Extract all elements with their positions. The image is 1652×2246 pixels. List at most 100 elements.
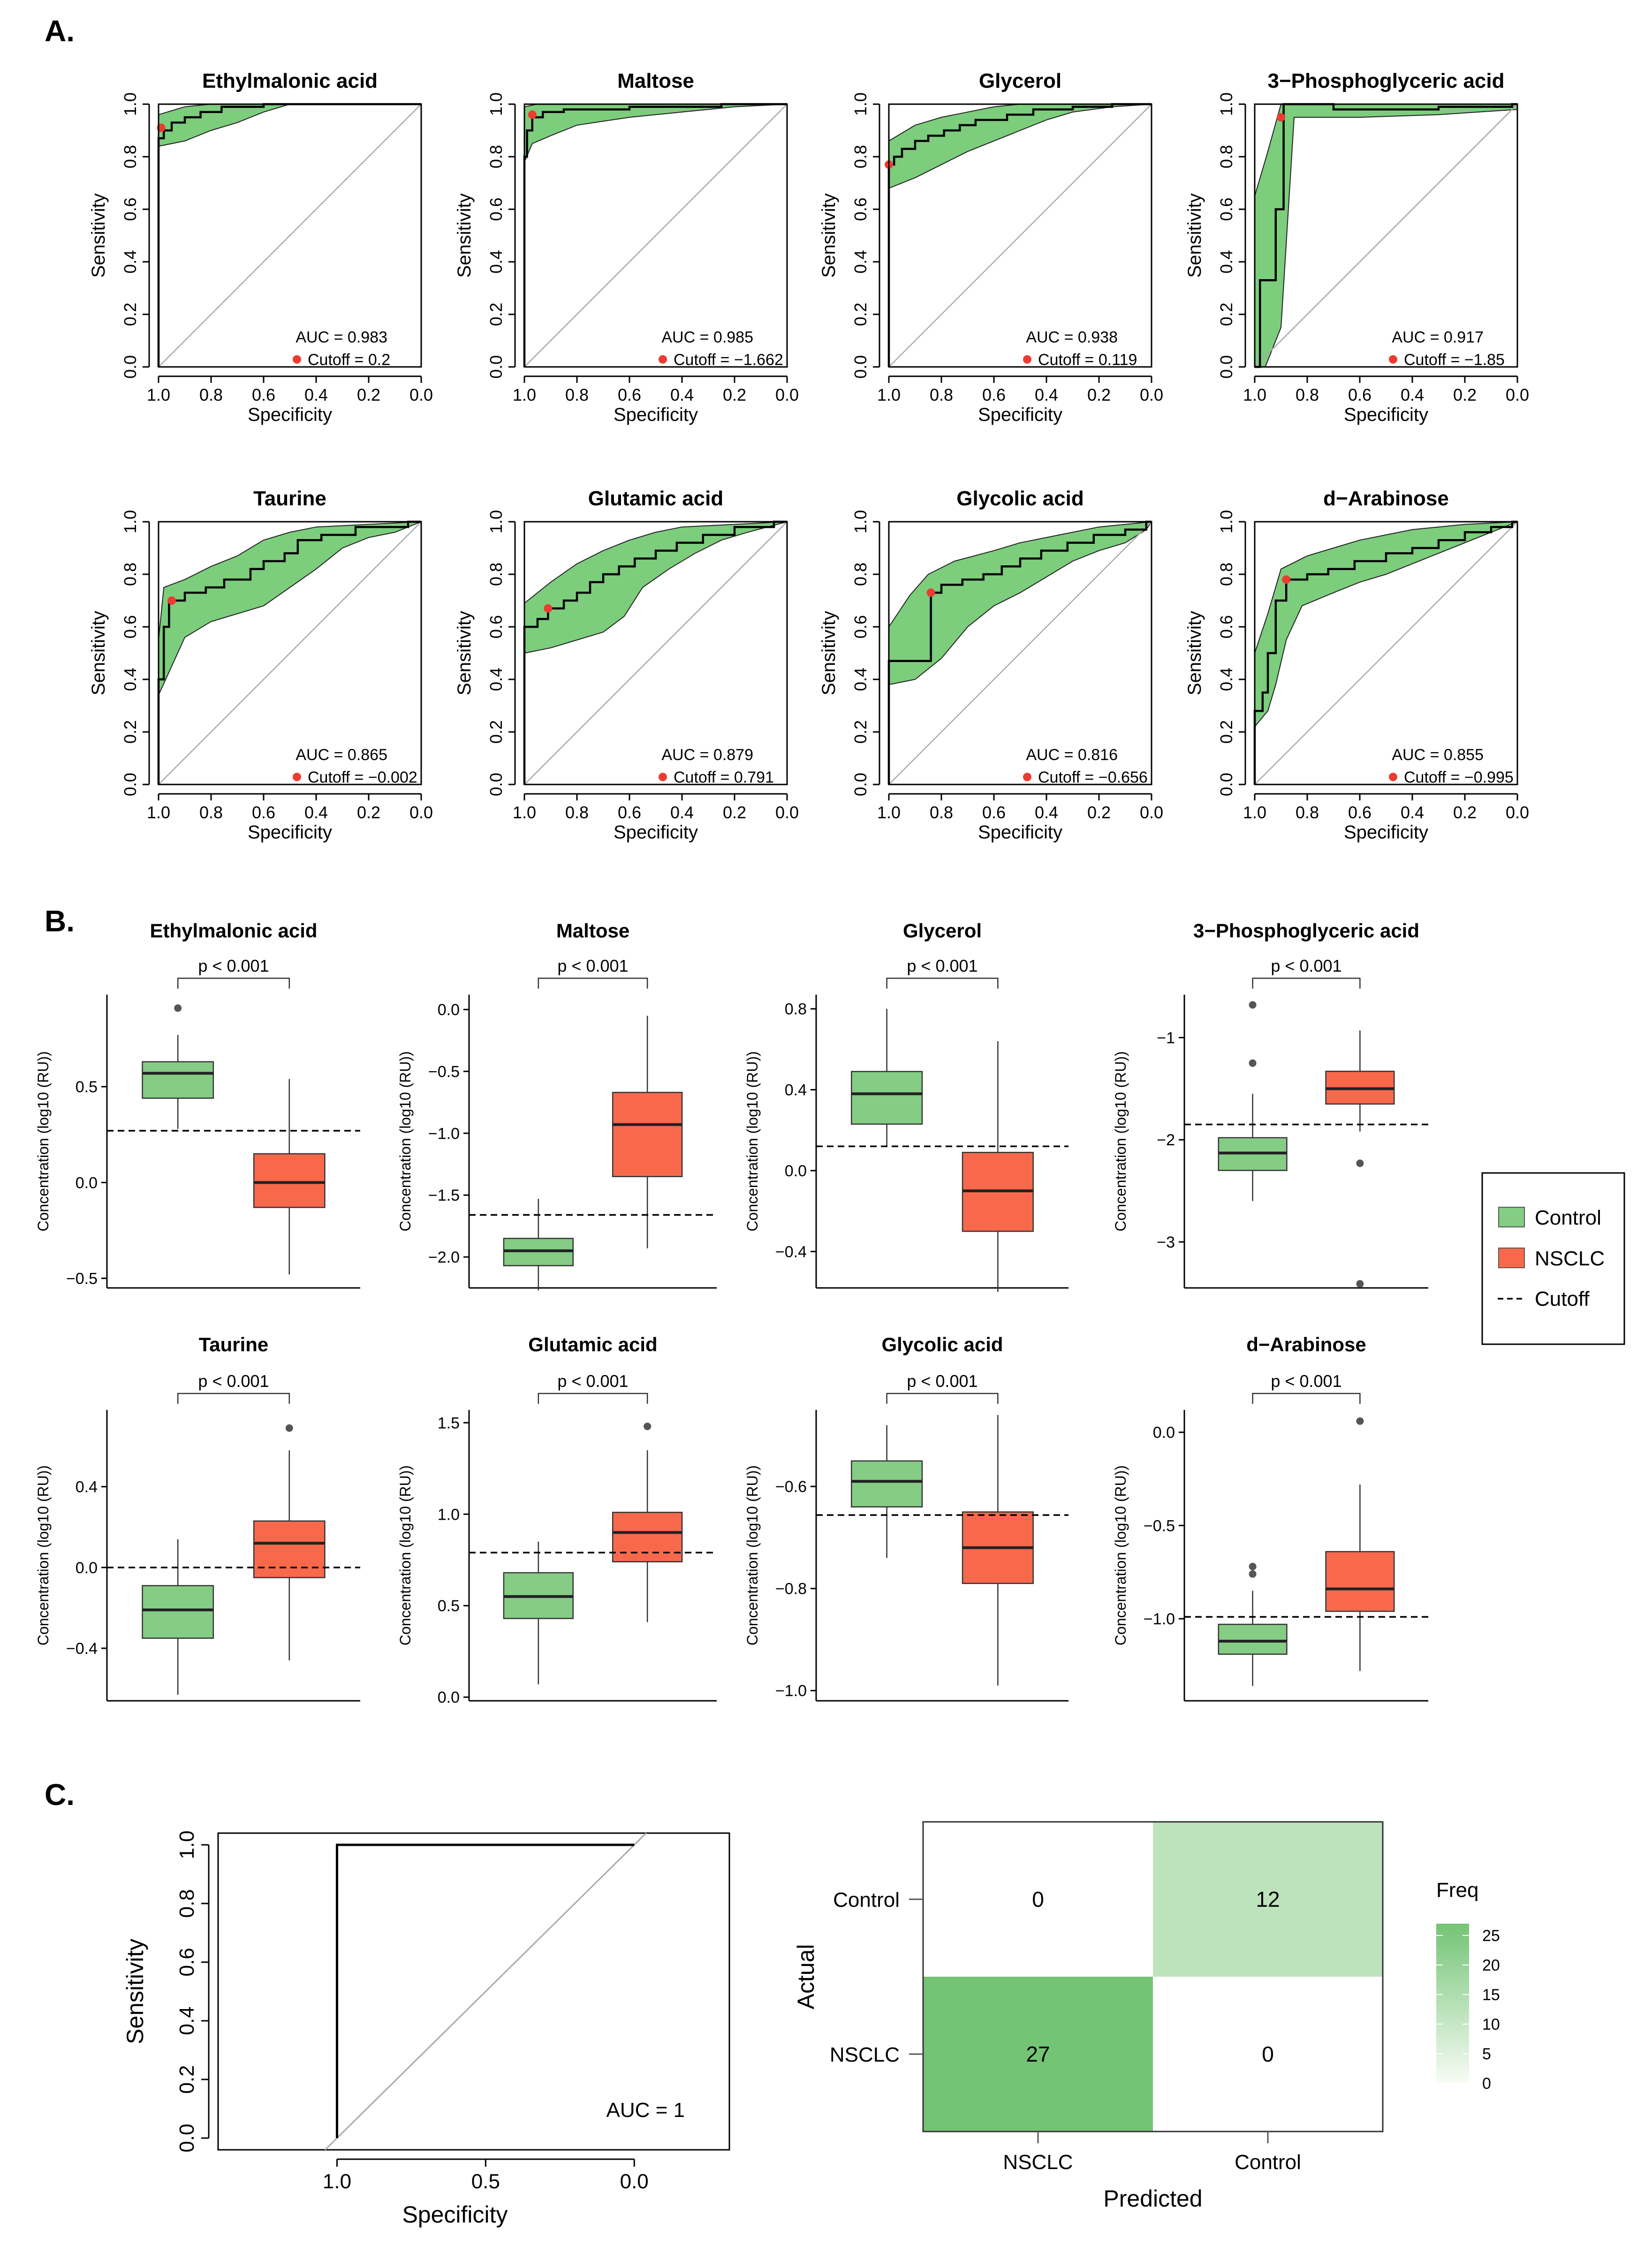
roc-curve (1253, 520, 1517, 784)
cutoff-label: Cutoff = −1.85 (1404, 351, 1505, 369)
cutoff-legend-dot (293, 773, 301, 781)
y-tick-label: 0.0 (121, 773, 140, 796)
boxplot-panel: Glutamic acid p < 0.001 0.0 0.5 1.0 1.5 Concen… (397, 1333, 717, 1706)
roc-curve (157, 103, 421, 367)
y-tick-label: −1.5 (428, 1187, 460, 1204)
legend-frame (1481, 1172, 1625, 1345)
x-tick-label: 0.2 (357, 385, 380, 404)
x-tick-label: 0.2 (1087, 803, 1111, 822)
y-tick-label: 0.8 (486, 563, 506, 586)
p-value-label: p < 0.001 (1271, 1371, 1341, 1391)
x-axis-title: Specificity (614, 822, 698, 843)
boxplot-panel: 3−Phosphoglyceric acid p < 0.001 −3 −2 −1 Con… (1112, 920, 1428, 1289)
y-tick-label: 1.0 (121, 510, 140, 533)
colorbar-title: Freq (1436, 1879, 1478, 1902)
y-tick-label: 0.4 (486, 250, 506, 274)
auc-label: AUC = 0.865 (296, 746, 387, 764)
boxplot-title: d−Arabinose (1246, 1333, 1366, 1355)
panel-label-c: C. (45, 1778, 75, 1812)
y-axis-title: Concentration (log10 (RU)) (35, 1465, 52, 1645)
control-box (142, 1585, 214, 1639)
roc-title: Glycerol (979, 69, 1061, 92)
roc-diagonal (158, 521, 422, 785)
y-tick-label: 0.8 (1217, 563, 1236, 586)
y-tick-label: 0.2 (1217, 303, 1236, 326)
significance-bracket (177, 1393, 290, 1404)
y-tick-label: 0.4 (76, 1478, 98, 1496)
cutoff-legend-dot (1389, 773, 1397, 781)
y-tick-label: 0.8 (486, 145, 506, 168)
control-outlier (1249, 1001, 1257, 1009)
y-tick-label: 0.2 (851, 303, 870, 326)
y-tick-label: 0.0 (1153, 1424, 1175, 1442)
y-tick-label: 0.4 (785, 1081, 807, 1099)
roc-panel: Glycolic acid 0.0 0.2 0.4 0.6 0.8 1.0 1.0 0.8 0.6… (818, 487, 1163, 843)
y-tick-label: 0.8 (121, 563, 140, 586)
x-tick-label: 1.0 (877, 803, 901, 822)
x-tick-label: 0.6 (982, 803, 1006, 822)
boxplot-panel: Ethylmalonic acid p < 0.001 −0.5 0.0 0.5 Conc… (35, 920, 360, 1289)
roc-cutoff-point (544, 604, 553, 613)
roc-diagonal (888, 521, 1152, 785)
x-tick-label: 0.0 (1506, 385, 1529, 404)
roc-panel: 3−Phosphoglyceric acid 0.0 0.2 0.4 0.6 0.8 1.0… (1184, 69, 1529, 425)
y-tick-label: 0.8 (175, 1889, 198, 1918)
y-tick-label: 0.2 (1217, 720, 1236, 744)
boxplot-legend: Control NSCLC Cutoff (1481, 1172, 1625, 1345)
roc-cutoff-point (1282, 575, 1291, 584)
roc-curve (523, 103, 787, 367)
x-tick-label: 0.0 (409, 803, 433, 822)
boxplot-panel: d−Arabinose p < 0.001 −1.0 −0.5 0.0 Concentra… (1112, 1333, 1428, 1702)
y-tick-label: 1.0 (175, 1830, 198, 1859)
y-tick-label: 0.6 (121, 615, 140, 639)
legend-nsclc-swatch (1498, 1248, 1525, 1268)
significance-bracket (886, 1393, 999, 1404)
cutoff-legend-dot (1023, 355, 1031, 364)
colorbar-tick-label: 5 (1482, 2045, 1491, 2063)
y-tick-label: 0.6 (175, 1948, 198, 1976)
y-tick-label: 0.2 (121, 303, 140, 326)
panel-label-a: A. (45, 14, 75, 48)
x-tick-label: 0.8 (565, 803, 589, 822)
y-tick-label: 1.0 (851, 510, 870, 533)
x-tick-label: 0.6 (252, 385, 275, 404)
heatmap-x-tick-label: NSCLC (1003, 2151, 1073, 2174)
x-axis-title: Specificity (248, 404, 332, 425)
heatmap-frame (922, 1821, 1384, 2132)
y-tick-label: 0.2 (175, 2065, 198, 2094)
y-tick-label: 0.0 (486, 355, 506, 379)
roc-frame (888, 103, 1152, 368)
auc-label: AUC = 0.816 (1026, 746, 1118, 764)
x-tick-label: 0.0 (1140, 803, 1163, 822)
heatmap-x-title: Predicted (1103, 2185, 1202, 2212)
boxplot-grid: Ethylmalonic acid p < 0.001 −0.5 0.0 0.5 Conc… (35, 920, 1428, 1706)
x-tick-label: 0.6 (618, 385, 641, 404)
heatmap-y-tick-label: Control (833, 1888, 900, 1911)
p-value-label: p < 0.001 (1271, 956, 1341, 975)
boxplot-panel: Taurine p < 0.001 −0.4 0.0 0.4 Concentration … (35, 1333, 360, 1702)
nsclc-box (612, 1092, 683, 1177)
x-tick-label: 0.2 (1087, 385, 1111, 404)
y-tick-label: 0.8 (851, 563, 870, 586)
y-tick-label: 1.0 (486, 92, 506, 116)
roc-frame (523, 103, 788, 368)
y-tick-label: −2 (1157, 1131, 1175, 1149)
y-axis-title: Concentration (log10 (RU)) (35, 1051, 52, 1231)
control-box (1218, 1623, 1288, 1655)
boxplot-title: Glycerol (903, 920, 982, 942)
y-tick-label: −0.5 (1144, 1517, 1175, 1535)
significance-bracket (538, 977, 648, 989)
x-tick-label: 1.0 (323, 2170, 351, 2193)
roc-title: d−Arabinose (1323, 487, 1449, 510)
y-tick-label: −2.0 (428, 1249, 460, 1266)
y-axis-title: Sensitivity (454, 611, 475, 695)
y-tick-label: 0.6 (486, 615, 506, 639)
roc-title: Glycolic acid (956, 487, 1084, 510)
x-tick-label: 0.2 (1453, 803, 1477, 822)
x-tick-label: 0.8 (1296, 803, 1319, 822)
y-tick-label: 1.0 (1217, 92, 1236, 116)
cutoff-label: Cutoff = −0.995 (1404, 769, 1514, 786)
heatmap-x-tick-label: Control (1235, 2151, 1301, 2174)
x-axis-title: Specificity (1344, 822, 1428, 843)
y-tick-label: 0.2 (486, 303, 506, 326)
